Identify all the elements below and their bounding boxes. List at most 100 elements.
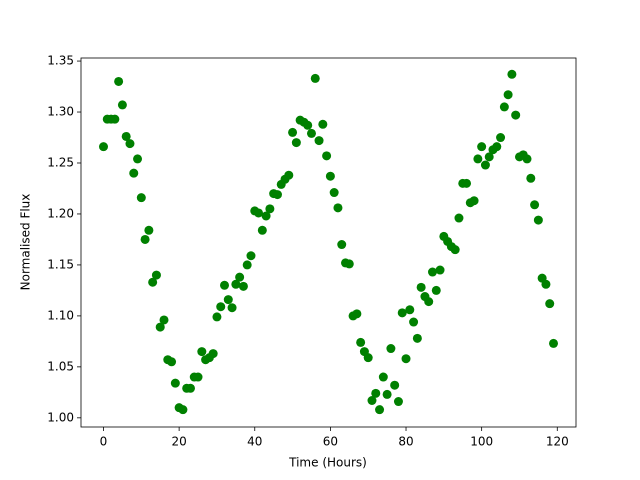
point: [496, 133, 506, 143]
x-axis-label: Time (Hours): [288, 456, 367, 470]
point: [352, 309, 362, 319]
x-tick-label: 120: [546, 435, 569, 449]
point: [216, 302, 226, 312]
point: [129, 168, 139, 178]
x-tick-label: 80: [398, 435, 413, 449]
point: [337, 240, 347, 250]
point: [412, 333, 422, 343]
point: [401, 354, 411, 364]
point: [140, 234, 150, 244]
point: [435, 265, 445, 275]
point: [371, 388, 381, 398]
point: [148, 277, 158, 287]
point: [151, 270, 161, 280]
point: [503, 90, 513, 100]
point: [159, 315, 169, 325]
y-axis-label: Normalised Flux: [19, 194, 33, 291]
y-tick-label: 1.25: [47, 155, 74, 169]
point: [386, 344, 396, 354]
point: [114, 76, 124, 86]
point: [344, 259, 354, 269]
point: [178, 405, 188, 415]
point: [254, 208, 264, 218]
point: [530, 200, 540, 210]
x-tick-label: 60: [323, 435, 338, 449]
x-tick-label: 0: [100, 435, 108, 449]
point: [378, 372, 388, 382]
point: [235, 272, 245, 282]
point: [257, 225, 267, 235]
point: [167, 357, 177, 367]
point: [310, 73, 320, 83]
point: [318, 119, 328, 129]
axes-frame: [80, 57, 577, 428]
point: [306, 128, 316, 138]
point: [390, 380, 400, 390]
point: [499, 102, 509, 112]
point: [382, 389, 392, 399]
point: [427, 267, 437, 277]
point: [409, 317, 419, 327]
point: [545, 299, 555, 309]
point: [136, 193, 146, 203]
point: [242, 260, 252, 270]
x-tick-label: 100: [470, 435, 493, 449]
point: [144, 225, 154, 235]
point: [450, 245, 460, 255]
y-tick-label: 1.15: [47, 257, 74, 271]
point: [424, 297, 434, 307]
point: [303, 120, 313, 130]
y-tick-label: 1.20: [47, 206, 74, 220]
y-tick-label: 1.35: [47, 54, 74, 68]
point: [170, 378, 180, 388]
x-tick-label: 20: [171, 435, 186, 449]
point: [291, 138, 301, 148]
point: [272, 190, 282, 200]
point: [314, 136, 324, 146]
point: [212, 312, 222, 322]
point: [231, 279, 241, 289]
point: [288, 127, 298, 137]
point: [454, 213, 464, 223]
point: [110, 114, 120, 124]
point: [185, 383, 195, 393]
point: [227, 303, 237, 313]
point: [99, 142, 108, 152]
point: [284, 170, 294, 180]
point: [462, 178, 472, 188]
y-tick-label: 1.00: [47, 410, 74, 424]
y-tick-label: 1.05: [47, 359, 74, 373]
point: [246, 251, 256, 261]
point: [405, 305, 415, 315]
point: [533, 215, 543, 225]
point: [238, 281, 248, 291]
point: [322, 151, 332, 161]
point: [356, 337, 366, 347]
point: [329, 188, 339, 198]
point: [265, 204, 275, 214]
point: [484, 152, 494, 162]
point: [469, 196, 479, 206]
point: [473, 154, 483, 164]
point: [549, 338, 558, 348]
point: [431, 285, 441, 295]
point: [220, 280, 230, 290]
point: [511, 110, 521, 120]
point: [416, 282, 426, 292]
point: [397, 308, 407, 318]
point: [125, 139, 135, 149]
point: [477, 142, 487, 152]
point: [261, 211, 271, 221]
y-tick-label: 1.30: [47, 105, 74, 119]
point: [367, 395, 377, 405]
point: [375, 405, 385, 415]
point: [117, 100, 127, 110]
point: [325, 171, 335, 181]
point: [223, 295, 233, 305]
y-tick-label: 1.10: [47, 308, 74, 322]
point: [208, 349, 218, 359]
point: [363, 353, 373, 363]
point: [155, 322, 165, 332]
point: [133, 154, 143, 164]
